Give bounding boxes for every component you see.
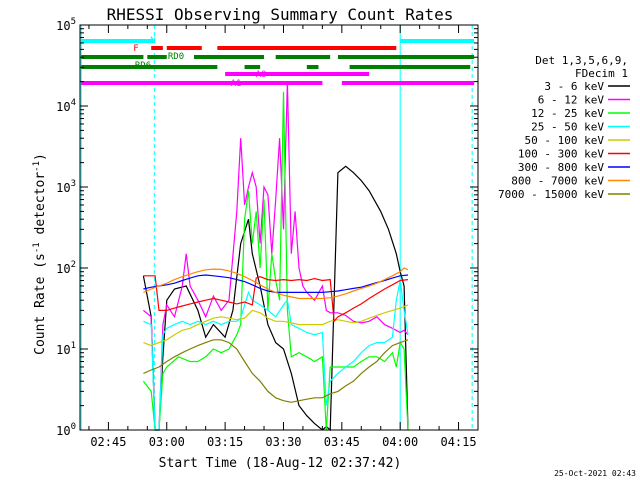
axes: 100 101 102 103 104 105 02:45 03:00 03:15 03:30 03…	[56, 17, 479, 449]
series-line-2	[142, 91, 409, 431]
y-tick-label-3: 103	[56, 179, 76, 195]
flag-bar-f-1	[166, 46, 202, 50]
x-tick-label-2: 03:15	[207, 435, 243, 449]
legend-label-0: 3 - 6 keV	[544, 80, 604, 93]
x-tick-label-1: 03:00	[149, 435, 185, 449]
legend-label-6: 300 - 800 keV	[518, 161, 604, 174]
plot-area: N F RD0 RD6 AO A1	[80, 25, 475, 432]
legend-header-0: Det 1,3,5,6,9,	[535, 54, 628, 67]
flag-bar-n-1	[400, 39, 475, 43]
chart-title: RHESSI Observing Summary Count Rates	[107, 5, 454, 24]
flag-label-a1: A1	[231, 79, 242, 89]
legend-header-1: FDecim 1	[575, 67, 628, 80]
y-tick-label-1: 101	[56, 341, 76, 357]
flag-label-ao: AO	[256, 70, 267, 80]
flag-bar-rd6-0	[81, 65, 218, 69]
legend-label-5: 100 - 300 keV	[518, 148, 604, 161]
flag-bar-rd0-3	[275, 55, 331, 59]
series-line-0	[142, 165, 409, 432]
series-line-1	[143, 81, 409, 431]
flag-bar-rd6-2	[306, 65, 319, 69]
series-line-8	[143, 339, 409, 403]
flag-bar-ao-0	[225, 72, 370, 76]
y-tick-label-5: 105	[56, 17, 76, 33]
flag-bar-rd6-1	[244, 65, 261, 69]
flag-bar-f-2	[217, 46, 397, 50]
y-axis-label: Count Rate (s-1 detector-1)	[32, 153, 48, 355]
series-line-3	[143, 280, 409, 431]
legend-label-4: 50 - 100 keV	[525, 134, 605, 147]
x-tick-label-0: 02:45	[90, 435, 126, 449]
flag-bar-rd0-0	[81, 55, 144, 59]
x-tick-label-4: 03:45	[324, 435, 360, 449]
legend-label-1: 6 - 12 keV	[538, 94, 605, 107]
y-tick-label-0: 100	[56, 422, 76, 438]
flag-bar-a1-0	[81, 81, 323, 85]
x-tick-label-5: 04:00	[382, 435, 418, 449]
flag-bar-f-0	[151, 46, 163, 50]
flag-bar-n-0	[81, 39, 156, 43]
footer-timestamp: 25-Oct-2021 02:43	[554, 469, 636, 478]
flag-label-n: N	[150, 36, 155, 46]
x-tick-label-6: 04:15	[440, 435, 476, 449]
legend-label-3: 25 - 50 keV	[531, 121, 604, 134]
flag-label-f: F	[133, 44, 138, 54]
flag-label-rd0: RD0	[168, 52, 184, 62]
y-tick-label-4: 104	[56, 98, 76, 114]
plot-frame	[79, 24, 479, 431]
series-line-4	[143, 304, 409, 347]
legend-label-2: 12 - 25 keV	[531, 107, 604, 120]
flag-bar-rd6-3	[349, 65, 471, 69]
flag-bar-rd0-1	[147, 55, 167, 59]
x-axis-label: Start Time (18-Aug-12 02:37:42)	[159, 456, 402, 471]
legend-label-8: 7000 - 15000 keV	[498, 188, 604, 201]
flag-bar-rd0-4	[337, 55, 475, 59]
series-line-7	[143, 267, 409, 300]
flag-bar-rd0-2	[193, 55, 265, 59]
y-tick-label-2: 102	[56, 260, 76, 276]
x-tick-label-3: 03:30	[265, 435, 301, 449]
flag-label-rd6: RD6	[135, 61, 151, 71]
series-line-5	[143, 275, 409, 323]
legend-label-7: 800 - 7000 keV	[511, 175, 604, 188]
flag-bar-a1-1	[341, 81, 475, 85]
